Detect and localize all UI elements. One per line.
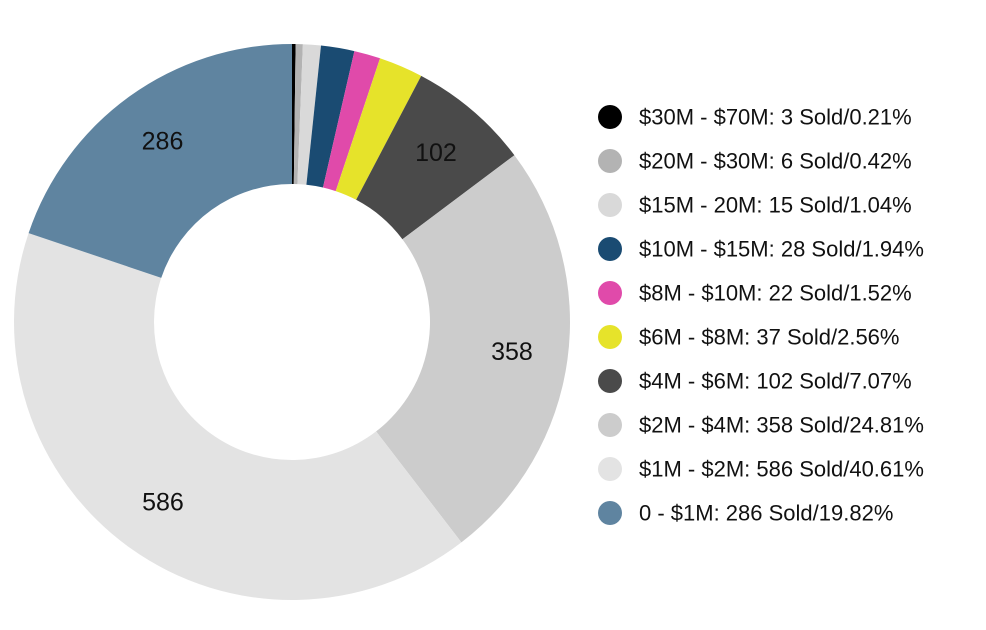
legend-item: $20M - $30M: 6 Sold/0.42% — [598, 149, 912, 174]
legend-label: $30M - $70M: 3 Sold/0.21% — [639, 105, 912, 130]
legend-label: $2M - $4M: 358 Sold/24.81% — [639, 413, 924, 438]
legend-item: $30M - $70M: 3 Sold/0.21% — [598, 105, 912, 130]
donut-slice — [356, 75, 515, 240]
slice-labels: 102 358 586 286 — [142, 128, 533, 517]
legend-label: $10M - $15M: 28 Sold/1.94% — [639, 237, 924, 262]
donut-slice — [28, 44, 293, 278]
legend-item: $4M - $6M: 102 Sold/7.07% — [598, 369, 912, 394]
legend-swatch — [598, 457, 622, 481]
legend-label: $8M - $10M: 22 Sold/1.52% — [639, 281, 912, 306]
donut-slice — [297, 44, 321, 185]
legend-swatch — [598, 501, 622, 525]
legend-swatch — [598, 413, 622, 437]
donut-slice — [13, 233, 462, 600]
legend-swatch — [598, 149, 622, 173]
legend-item: $8M - $10M: 22 Sold/1.52% — [598, 281, 912, 306]
legend-item: $6M - $8M: 37 Sold/2.56% — [598, 325, 899, 350]
slice-data-label: 102 — [415, 139, 457, 167]
legend-item: $10M - $15M: 28 Sold/1.94% — [598, 237, 924, 262]
legend-item: 0 - $1M: 286 Sold/19.82% — [598, 501, 893, 526]
legend-item: $1M - $2M: 586 Sold/40.61% — [598, 457, 924, 482]
legend-swatch — [598, 369, 622, 393]
legend-swatch — [598, 325, 622, 349]
legend-label: 0 - $1M: 286 Sold/19.82% — [639, 501, 893, 526]
slice-data-label: 286 — [142, 128, 184, 156]
legend-label: $20M - $30M: 6 Sold/0.42% — [639, 149, 912, 174]
donut-slice — [376, 155, 571, 543]
donut-slice — [292, 44, 296, 185]
donut-slices — [13, 44, 571, 600]
legend: $30M - $70M: 3 Sold/0.21% $20M - $30M: 6 … — [598, 105, 924, 526]
legend-item: $2M - $4M: 358 Sold/24.81% — [598, 413, 924, 438]
legend-swatch — [598, 105, 622, 129]
legend-swatch — [598, 281, 622, 305]
legend-swatch — [598, 237, 622, 261]
legend-label: $4M - $6M: 102 Sold/7.07% — [639, 369, 912, 394]
donut-slice — [322, 51, 381, 192]
donut-slice — [306, 45, 355, 188]
slice-data-label: 358 — [491, 338, 533, 366]
donut-slice — [293, 44, 303, 185]
legend-label: $15M - 20M: 15 Sold/1.04% — [639, 193, 912, 218]
legend-swatch — [598, 193, 622, 217]
donut-slice — [335, 58, 422, 200]
legend-label: $6M - $8M: 37 Sold/2.56% — [639, 325, 899, 350]
slice-data-label: 586 — [142, 489, 184, 517]
legend-label: $1M - $2M: 586 Sold/40.61% — [639, 457, 924, 482]
legend-item: $15M - 20M: 15 Sold/1.04% — [598, 193, 912, 218]
